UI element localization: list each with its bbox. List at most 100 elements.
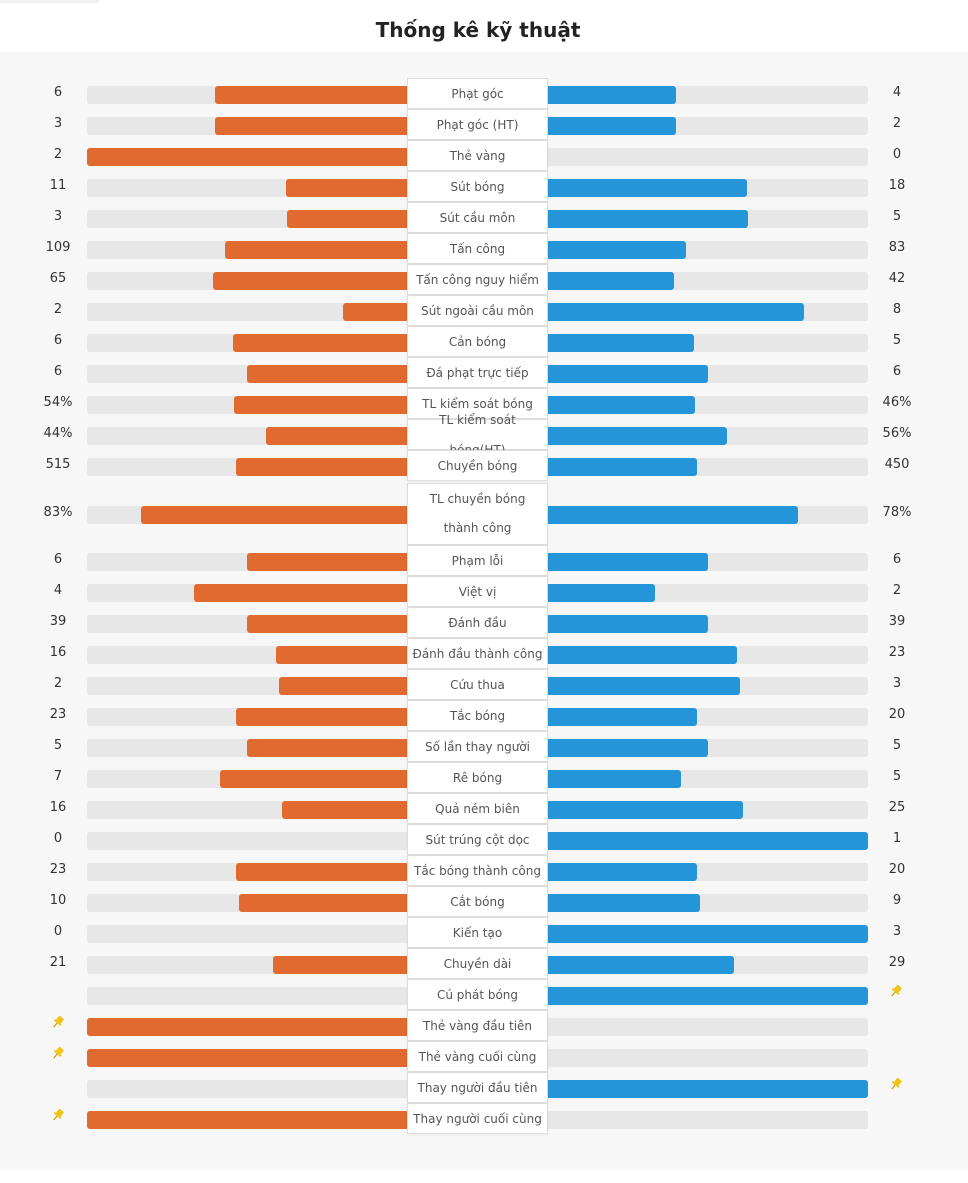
stat-label: TL kiểm soát bóng (407, 388, 548, 419)
away-bar-track (548, 707, 868, 726)
home-value: 54% (43, 394, 73, 410)
away-value: 29 (888, 954, 906, 970)
home-value: 23 (49, 706, 67, 722)
home-bar-track (87, 302, 407, 321)
away-bar (548, 426, 727, 445)
home-value: 6 (53, 551, 63, 567)
stat-row: 2 0 Thẻ vàng (0, 140, 968, 171)
stat-label: Tắc bóng (407, 700, 548, 731)
stat-row: 21 29 Chuyền dài (0, 948, 968, 979)
away-value: 20 (888, 861, 906, 877)
home-value: 7 (53, 768, 63, 784)
away-bar-track (548, 364, 868, 383)
home-bar-track (87, 395, 407, 414)
top-tab-fragment (0, 0, 100, 3)
home-bar (213, 271, 407, 290)
away-bar-track (548, 271, 868, 290)
home-bar (87, 1017, 407, 1036)
stat-label: Đánh đầu thành công (407, 638, 548, 669)
home-bar-track (87, 645, 407, 664)
home-bar-track (87, 831, 407, 850)
home-value: 83% (43, 505, 73, 520)
away-bar (548, 707, 697, 726)
stat-label: Số lần thay người (407, 731, 548, 762)
stat-label: Tắc bóng thành công (407, 855, 548, 886)
home-value: 2 (53, 675, 63, 691)
stat-row: Thay người cuối cùng (0, 1103, 968, 1134)
home-bar-track (87, 1110, 407, 1129)
away-value: 83 (888, 239, 906, 255)
away-bar-track (548, 1079, 868, 1098)
away-bar (548, 676, 740, 695)
away-value: 78% (882, 505, 912, 520)
away-bar (548, 552, 708, 571)
home-bar (87, 1110, 407, 1129)
away-bar (548, 178, 747, 197)
away-bar-track (548, 893, 868, 912)
away-value: 25 (888, 799, 906, 815)
stat-label: Tấn công (407, 233, 548, 264)
away-bar (548, 738, 708, 757)
home-bar (287, 209, 407, 228)
away-value: 2 (892, 115, 902, 131)
home-value: 109 (45, 239, 71, 255)
stat-row: 54% 46% TL kiểm soát bóng (0, 388, 968, 419)
away-bar (548, 302, 804, 321)
away-bar-track (548, 645, 868, 664)
away-bar-track (548, 333, 868, 352)
pin-icon (51, 1045, 65, 1059)
away-value: 4 (892, 84, 902, 100)
away-value: 42 (888, 270, 906, 286)
away-value: 5 (892, 768, 902, 784)
stat-label: Thay người cuối cùng (407, 1103, 548, 1134)
home-bar (282, 800, 407, 819)
home-bar (343, 302, 407, 321)
home-bar (220, 769, 407, 788)
home-bar-track (87, 426, 407, 445)
home-bar (239, 893, 407, 912)
home-value: 4 (53, 582, 63, 598)
away-bar (548, 614, 708, 633)
home-value: 515 (45, 456, 71, 472)
home-bar-track (87, 1017, 407, 1036)
away-value: 3 (892, 675, 902, 691)
stat-row: 6 4 Phạt góc (0, 78, 968, 109)
stat-label: Đánh đầu (407, 607, 548, 638)
home-bar (215, 116, 407, 135)
home-value: 10 (49, 892, 67, 908)
home-bar-track (87, 85, 407, 104)
home-bar (247, 738, 407, 757)
home-value: 6 (53, 84, 63, 100)
home-value: 65 (49, 270, 67, 286)
stat-label: Thẻ vàng (407, 140, 548, 171)
home-value: 21 (49, 954, 67, 970)
away-bar (548, 924, 868, 943)
stat-label: Kiến tạo (407, 917, 548, 948)
stat-label: Tấn công nguy hiểm (407, 264, 548, 295)
stat-row: 515 450 Chuyền bóng (0, 450, 968, 481)
home-value: 6 (53, 363, 63, 379)
stat-label: Rê bóng (407, 762, 548, 793)
home-value: 0 (53, 830, 63, 846)
home-value: 16 (49, 799, 67, 815)
away-bar-track (548, 178, 868, 197)
away-bar (548, 769, 681, 788)
stat-label: Thẻ vàng đầu tiên (407, 1010, 548, 1041)
stat-label: Cứu thua (407, 669, 548, 700)
stat-row: 23 20 Tắc bóng thành công (0, 855, 968, 886)
stat-label: TL chuyền bóng thành công (407, 483, 548, 545)
home-bar (87, 147, 407, 166)
home-value: 39 (49, 613, 67, 629)
away-bar-track (548, 831, 868, 850)
home-value: 44% (43, 425, 73, 441)
away-bar-track (548, 676, 868, 695)
stat-row: 2 3 Cứu thua (0, 669, 968, 700)
stat-row: Cú phát bóng (0, 979, 968, 1010)
stat-row: 3 5 Sút cầu môn (0, 202, 968, 233)
away-bar (548, 800, 743, 819)
home-bar (276, 645, 407, 664)
away-value: 46% (882, 394, 912, 410)
away-bar (548, 583, 655, 602)
pin-icon (51, 1107, 65, 1121)
home-bar (236, 457, 407, 476)
